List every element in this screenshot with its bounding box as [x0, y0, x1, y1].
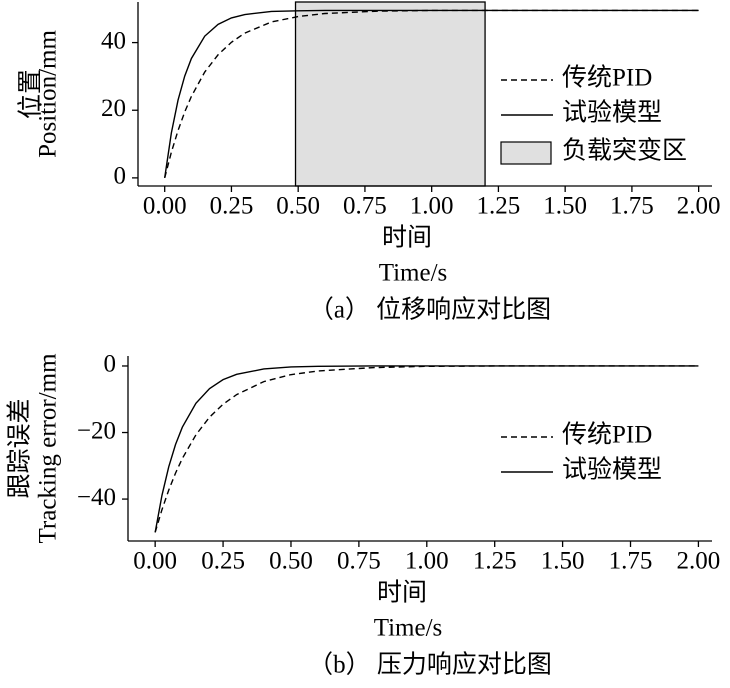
x-tick-label: 1.75	[610, 193, 654, 220]
data-line	[164, 9, 699, 178]
x-tick-label: 1.50	[541, 548, 585, 575]
y-tick-label: −40	[77, 484, 116, 511]
legend-label: 试验模型	[562, 456, 662, 484]
x-tick-label: 1.25	[473, 548, 517, 575]
x-tick-label: 0.75	[337, 548, 381, 575]
legend-label: 传统PID	[562, 64, 652, 92]
x-tick-label: 0.25	[210, 193, 254, 220]
x-tick-label: 0.50	[276, 193, 320, 220]
x-tick-label: 1.00	[405, 548, 449, 575]
x-tick-label: 0.00	[143, 193, 187, 220]
y-axis-title: 位置	[17, 69, 45, 119]
x-tick-label: 0.50	[269, 548, 313, 575]
y-tick-label: 0	[114, 163, 127, 190]
x-tick-label: 0.25	[201, 548, 245, 575]
data-line	[154, 365, 699, 533]
legend-patch	[500, 141, 552, 165]
x-tick-label: 0.00	[133, 548, 177, 575]
legend-label: 传统PID	[562, 421, 652, 449]
data-line	[164, 9, 699, 179]
x-tick-label: 1.50	[543, 193, 587, 220]
data-line	[154, 365, 699, 533]
legend-label: 负载突变区	[562, 137, 687, 165]
y-axis-title: 跟踪误差	[6, 398, 34, 498]
shaded-region	[294, 1, 486, 187]
y-tick-label: 40	[101, 27, 126, 54]
x-tick-label: 0.75	[343, 193, 387, 220]
x-axis-title: Time/s	[379, 260, 448, 287]
y-axis-title: Tracking error/mm	[35, 353, 62, 544]
y-axis-title: Position/mm	[35, 30, 62, 158]
x-tick-label: 1.00	[410, 193, 454, 220]
y-tick-label: 0	[104, 351, 117, 378]
caption: （b） 压力响应对比图	[308, 651, 552, 679]
caption: （a） 位移响应对比图	[309, 296, 551, 324]
x-axis-title: 时间	[377, 579, 427, 607]
x-tick-label: 1.25	[477, 193, 521, 220]
legend-label: 试验模型	[562, 99, 662, 127]
x-tick-label: 2.00	[677, 193, 721, 220]
y-tick-label: −20	[77, 417, 116, 444]
x-axis-title: 时间	[382, 224, 432, 252]
x-axis-title: Time/s	[374, 615, 443, 642]
x-tick-label: 1.75	[609, 548, 653, 575]
y-tick-label: 20	[101, 95, 126, 122]
x-tick-label: 2.00	[677, 548, 721, 575]
